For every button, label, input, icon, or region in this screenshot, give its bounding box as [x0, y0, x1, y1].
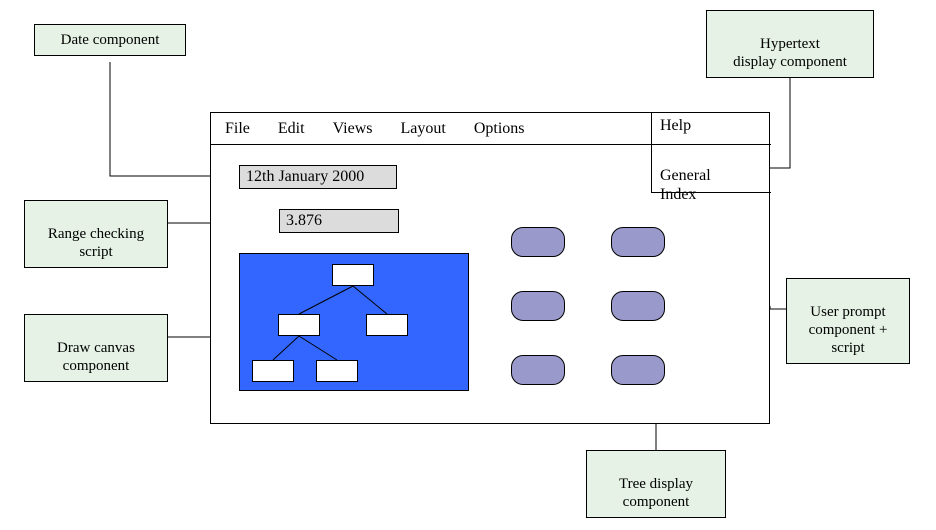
menu-file[interactable]: File [211, 120, 264, 138]
label-tree-display: Tree display component [586, 450, 726, 518]
app-window: File Edit Views Layout Options Help Gene… [210, 112, 770, 424]
number-field[interactable]: 3.876 [279, 209, 399, 233]
general-index-label: General Index [660, 167, 711, 202]
tree-node-root [332, 264, 374, 286]
prompt-button[interactable] [611, 291, 665, 321]
label-hypertext: Hypertext display component [706, 10, 874, 78]
date-field-value: 12th January 2000 [246, 168, 364, 185]
label-draw-canvas: Draw canvas component [24, 314, 168, 382]
label-text: Hypertext display component [733, 36, 847, 70]
label-text: Range checking script [48, 226, 144, 260]
label-user-prompt: User prompt component + script [786, 278, 910, 364]
tree-node-lr [316, 360, 358, 382]
menu-edit[interactable]: Edit [264, 120, 319, 138]
prompt-button[interactable] [511, 291, 565, 321]
prompt-button[interactable] [511, 227, 565, 257]
date-field[interactable]: 12th January 2000 [239, 165, 397, 189]
menu-help-label: Help [660, 117, 691, 134]
label-text: Draw canvas component [57, 340, 135, 374]
number-field-value: 3.876 [286, 212, 322, 229]
label-text: User prompt component + script [809, 304, 888, 356]
draw-canvas[interactable] [239, 253, 469, 391]
menu-layout[interactable]: Layout [386, 120, 459, 138]
menu-help[interactable]: Help [651, 113, 771, 145]
menu-options[interactable]: Options [460, 120, 539, 138]
menubar: File Edit Views Layout Options [211, 113, 651, 145]
label-date-component: Date component [34, 24, 186, 56]
label-text: Tree display component [619, 476, 693, 510]
tree-node-r [366, 314, 408, 336]
label-range-checking: Range checking script [24, 200, 168, 268]
tree-node-l [278, 314, 320, 336]
prompt-button[interactable] [511, 355, 565, 385]
prompt-button[interactable] [611, 227, 665, 257]
menu-views[interactable]: Views [319, 120, 387, 138]
label-text: Date component [61, 32, 160, 48]
prompt-button[interactable] [611, 355, 665, 385]
tree-node-ll [252, 360, 294, 382]
general-index[interactable]: General Index [651, 145, 771, 193]
